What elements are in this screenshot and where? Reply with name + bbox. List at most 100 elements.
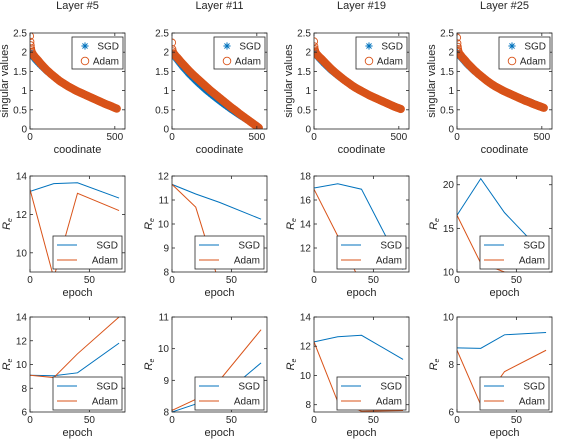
y-axis-label: Re <box>1 358 14 370</box>
x-tick-label: 50 <box>368 275 380 286</box>
legend-label: SGD <box>524 42 546 53</box>
legend-label: SGD <box>380 241 402 252</box>
legend-label: Adam <box>234 256 260 267</box>
legend-swatch <box>365 42 373 50</box>
x-tick-label: 50 <box>511 415 523 426</box>
x-tick-label: 0 <box>454 415 460 426</box>
legend-label: SGD <box>238 241 260 252</box>
y-tick-label: 2.5 <box>440 29 454 40</box>
legend-box <box>52 235 123 270</box>
series-sgd <box>457 177 547 257</box>
axes-box <box>171 316 268 413</box>
legend-box <box>336 235 407 270</box>
line-sgd <box>172 183 262 220</box>
x-axis-label: epoch <box>490 287 520 299</box>
x-axis-label: epoch <box>347 287 377 299</box>
x-tick-label: 50 <box>368 415 380 426</box>
line-sgd <box>457 177 547 257</box>
legend-item-sgd: SGD <box>341 382 402 393</box>
axes-box <box>29 175 126 273</box>
series-adam <box>30 33 121 113</box>
legend-box <box>479 235 550 270</box>
y-tick-label: 10 <box>16 248 28 259</box>
axes-box <box>456 32 553 130</box>
chart-panel-6: 0 50 8 9 10 11 12 epoch Re SGD Adam <box>143 172 268 299</box>
marker-adam <box>172 38 177 47</box>
y-tick-label: 2 <box>305 48 311 59</box>
chart-panel-8: 0 50 10 15 20 epoch Re SGD Adam <box>428 175 553 299</box>
x-axis-label: epoch <box>205 427 235 439</box>
y-tick-label: 8 <box>21 384 27 395</box>
y-tick-label: 2.5 <box>13 29 27 40</box>
axes-box <box>29 32 126 130</box>
y-tick-label: 14 <box>300 313 312 324</box>
y-tick-label: 0 <box>305 125 311 136</box>
x-tick-label: 50 <box>226 415 238 426</box>
legend-box <box>213 36 266 70</box>
y-axis-label-subscript: e <box>434 218 441 222</box>
y-axis-label-subscript: e <box>7 358 14 362</box>
series-adam <box>314 37 405 114</box>
legend-item-adam: Adam <box>341 256 402 267</box>
y-tick-label: 12 <box>16 210 28 221</box>
chart-panel-11: 0 50 8 10 12 14 epoch Re SGD Adam <box>285 313 410 439</box>
x-axis-label: coodinate <box>338 144 386 156</box>
y-tick-label: 9 <box>163 244 169 255</box>
legend-label: SGD <box>381 42 403 53</box>
legend-label: Adam <box>376 397 402 408</box>
y-tick-label: 1 <box>305 86 311 97</box>
legend-item-adam: Adam <box>222 57 261 68</box>
legend-swatch <box>364 56 374 66</box>
data-layer <box>172 38 263 129</box>
series-adam <box>457 33 548 112</box>
x-tick-label: 0 <box>311 275 317 286</box>
legend-item-adam: Adam <box>80 57 119 68</box>
x-tick-label: 50 <box>84 275 96 286</box>
data-layer <box>30 182 120 272</box>
marker-adam <box>396 104 405 114</box>
legend-box <box>479 376 550 411</box>
line-sgd <box>457 331 547 349</box>
legend-item-adam: Adam <box>199 397 260 408</box>
chart-title: Layer #25 <box>480 0 529 12</box>
y-tick-label: 10 <box>300 371 312 382</box>
x-tick-label: 0 <box>454 275 460 286</box>
y-axis-label-subscript: e <box>7 218 14 222</box>
y-tick-label: 2 <box>448 48 454 59</box>
y-tick-label: 8 <box>448 360 454 371</box>
x-axis-label: coodinate <box>481 144 529 156</box>
legend-item-adam: Adam <box>484 397 545 408</box>
legend: SGD Adam <box>52 376 123 411</box>
series-sgd <box>172 183 262 220</box>
legend-swatch <box>508 42 516 50</box>
axes-box <box>456 175 553 273</box>
x-tick-label: 500 <box>390 132 407 143</box>
legend-item-adam: Adam <box>57 256 118 267</box>
marker-adam <box>252 121 261 129</box>
legend-label: Adam <box>377 57 403 68</box>
legend-label: Adam <box>519 397 545 408</box>
data-layer <box>457 33 548 112</box>
chart-panel-12: 0 50 6 8 10 epoch Re SGD Adam <box>428 313 553 439</box>
x-tick-label: 0 <box>27 132 33 143</box>
marker-adam <box>252 122 261 129</box>
marker-adam <box>314 37 319 46</box>
y-axis-label: singular values <box>0 44 11 118</box>
x-tick-label: 50 <box>226 275 238 286</box>
y-axis-label: Re <box>428 218 441 230</box>
y-tick-label: 14 <box>300 220 312 231</box>
legend-label: Adam <box>520 57 546 68</box>
y-tick-label: 11 <box>159 196 170 207</box>
y-tick-label: 16 <box>300 196 312 207</box>
y-axis-label-subscript: e <box>149 218 156 222</box>
y-tick-label: 12 <box>16 336 28 347</box>
y-tick-label: 10 <box>16 360 28 371</box>
x-tick-label: 50 <box>84 415 96 426</box>
y-tick-label: 2.5 <box>297 29 311 40</box>
y-tick-label: 0.5 <box>155 105 169 116</box>
marker-adam <box>254 123 263 129</box>
legend-label: Adam <box>93 57 119 68</box>
y-tick-label: 10 <box>158 220 170 231</box>
legend-label: Adam <box>234 397 260 408</box>
legend-label: Adam <box>92 397 118 408</box>
